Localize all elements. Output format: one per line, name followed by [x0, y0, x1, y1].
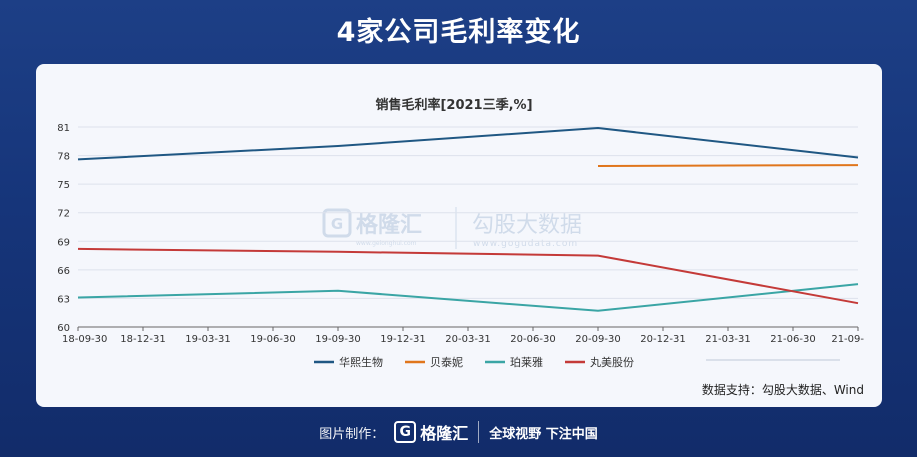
x-tick-label: 20-06-30 — [510, 334, 555, 345]
footer-divider — [478, 421, 480, 443]
x-tick-label: 20-12-31 — [640, 334, 685, 345]
x-tick-label: 20-03-31 — [445, 334, 490, 345]
chart-card: G 格隆汇 www.gelonghui.com 勾股大数据 www.goguda… — [36, 64, 882, 407]
series-line-华熙生物 — [77, 126, 859, 161]
legend-item-珀莱雅: 珀莱雅 — [510, 355, 543, 369]
x-tick-label: 21-09- — [831, 334, 864, 345]
series-line-珀莱雅 — [77, 283, 859, 312]
source-note: 数据支持：勾股大数据、Wind — [702, 382, 864, 397]
footer: 图片制作： G 格隆汇 全球视野 下注中国 — [0, 418, 917, 446]
legend: 华熙生物 贝泰妮 珀莱雅 丸美股份 — [314, 355, 634, 369]
y-tick-label: 60 — [57, 323, 70, 334]
x-tick-label: 21-06-30 — [770, 334, 815, 345]
legend-item-贝泰妮: 贝泰妮 — [430, 355, 463, 369]
x-tick-label: 18-09-30 — [62, 334, 107, 345]
series-line-贝泰妮 — [597, 164, 859, 167]
chart-title: 销售毛利率[2021三季,%] — [375, 97, 532, 113]
y-tick-label: 69 — [57, 237, 70, 248]
watermark-name: 勾股大数据 — [472, 213, 582, 238]
x-tick-label: 19-06-30 — [250, 334, 295, 345]
x-axis: 18-09-30 18-12-31 19-03-31 19-06-30 19-09-30… — [62, 327, 864, 345]
legend-item-丸美股份: 丸美股份 — [590, 356, 634, 369]
y-tick-label: 66 — [57, 266, 70, 277]
page-title: 4家公司毛利率变化 — [336, 17, 581, 48]
watermark-brand-url: www.gelonghui.com — [356, 240, 417, 247]
y-tick-label: 72 — [57, 209, 70, 220]
x-tick-label: 19-09-30 — [315, 334, 360, 345]
x-tick-label: 18-12-31 — [120, 334, 165, 345]
legend-item-华熙生物: 华熙生物 — [339, 355, 383, 369]
brand-name: 格隆汇 — [420, 424, 469, 443]
x-tick-label: 21-03-31 — [705, 334, 750, 345]
x-tick-label: 19-03-31 — [185, 334, 230, 345]
line-chart: G 格隆汇 www.gelonghui.com 勾股大数据 www.goguda… — [57, 97, 864, 397]
y-tick-label: 81 — [57, 123, 70, 134]
series-line-丸美股份 — [77, 247, 859, 305]
brand-logo-icon: G — [394, 421, 417, 443]
watermark-url: www.gogudata.com — [473, 239, 578, 249]
x-tick-label: 20-09-30 — [575, 334, 620, 345]
y-tick-label: 78 — [57, 152, 70, 163]
x-tick-label: 19-12-31 — [380, 334, 425, 345]
watermark: G 格隆汇 www.gelonghui.com 勾股大数据 www.goguda… — [322, 207, 582, 249]
series-lines — [77, 126, 859, 312]
watermark-logo-letter: G — [331, 215, 343, 233]
y-tick-label: 63 — [57, 294, 70, 305]
y-tick-label: 75 — [57, 180, 70, 191]
watermark-logo-icon — [322, 208, 352, 238]
slogan: 全球视野 下注中国 — [489, 426, 598, 442]
y-axis: 60 63 66 69 72 75 78 81 — [57, 123, 70, 334]
watermark-brand: 格隆汇 — [356, 212, 422, 238]
credit-label: 图片制作： — [319, 426, 385, 442]
